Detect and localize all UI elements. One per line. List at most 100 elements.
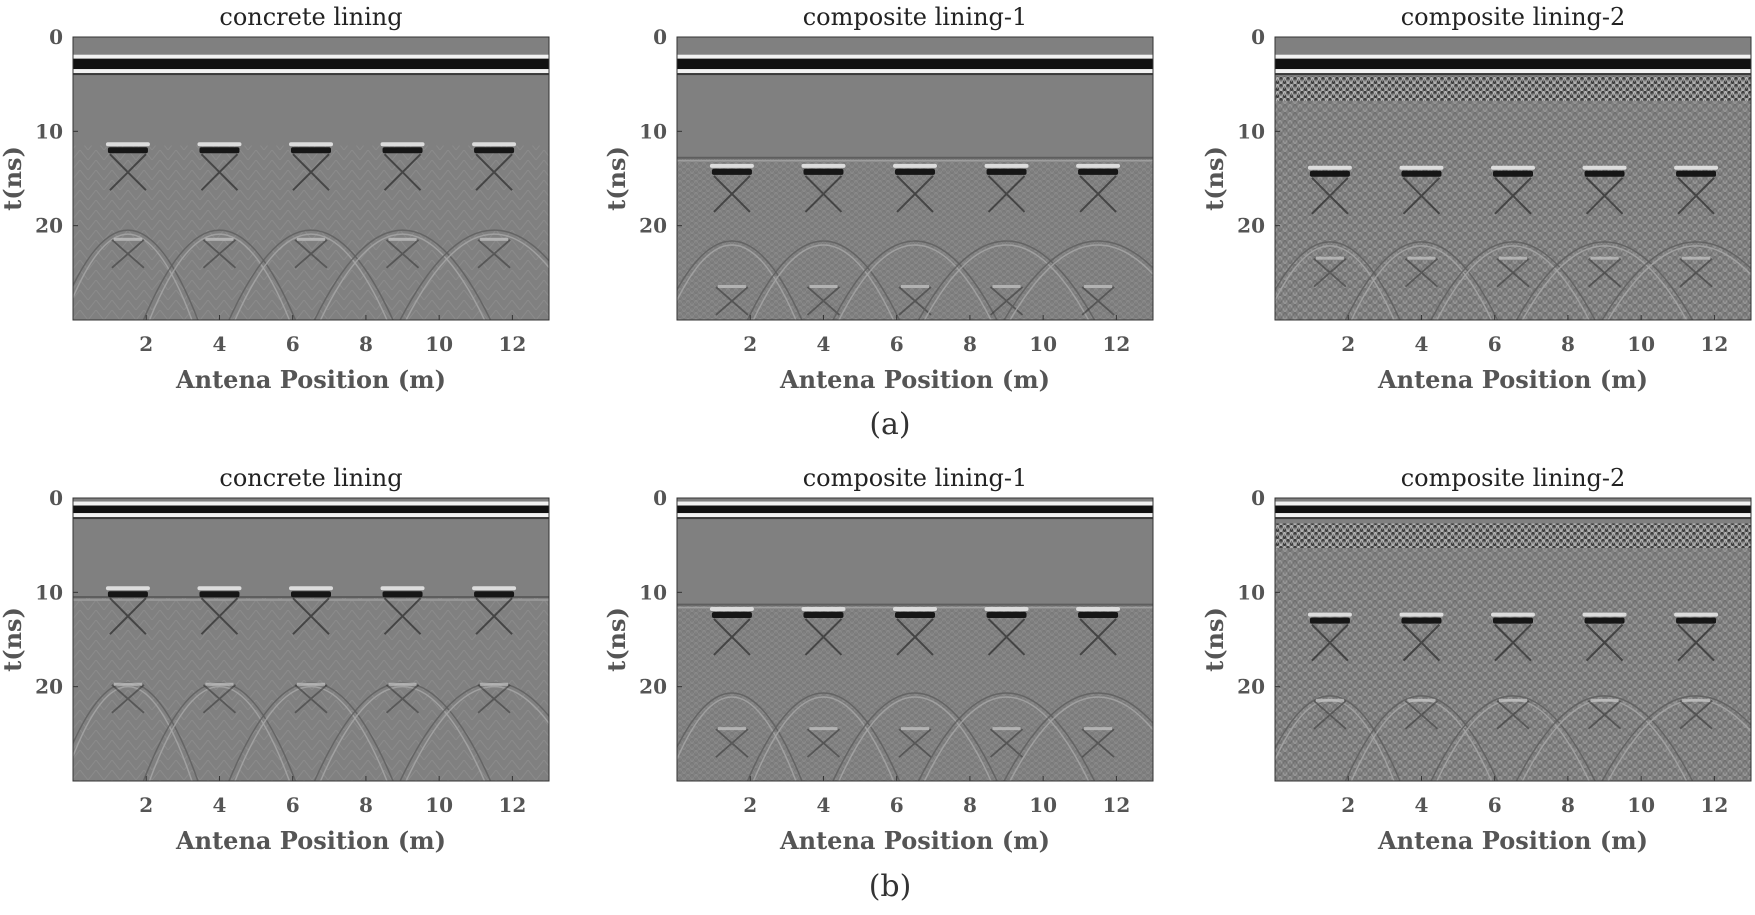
direct-wave-bright — [677, 54, 1153, 59]
target-apex-bright — [1307, 612, 1352, 617]
y-tick-label: 20 — [1237, 214, 1265, 238]
y-axis-label: t(ns) — [602, 607, 631, 672]
plot-frame — [1274, 497, 1752, 782]
diffraction-cross — [109, 153, 147, 191]
x-tick-label: 12 — [1700, 332, 1728, 356]
target-apex — [107, 591, 148, 598]
hyperbola-arm — [746, 240, 901, 320]
x-tick-label: 8 — [359, 332, 373, 356]
direct-wave-dark — [1275, 73, 1751, 76]
x-tick-label: 10 — [1627, 332, 1655, 356]
multiple-reflection-bright — [480, 237, 509, 241]
x-tick-label: 12 — [1700, 793, 1728, 817]
direct-wave-dark — [73, 73, 549, 76]
target-apex-bright — [472, 586, 517, 591]
diffraction-cross — [109, 597, 147, 635]
target-reflection — [832, 163, 998, 320]
target-reflection — [1275, 612, 1401, 781]
diffraction-cross — [292, 597, 330, 635]
plot-frame — [72, 36, 550, 321]
multiple-reflection — [477, 239, 511, 269]
x-tick-label: 4 — [817, 332, 831, 356]
target-reflection — [313, 142, 492, 320]
x-tick-label: 4 — [213, 793, 227, 817]
y-tick-label: 10 — [35, 580, 63, 604]
hyperbola-arm — [142, 229, 297, 320]
hyperbola-arm — [1003, 692, 1153, 781]
multiple-reflection — [477, 684, 511, 714]
multiple-reflection-bright — [1499, 256, 1527, 260]
multiple-reflection — [385, 684, 420, 714]
panel-a-2: composite lining-1 2 4 6 8 10 12 0 10 20 Antena Po… — [602, 3, 1154, 394]
target-apex — [895, 611, 935, 618]
target-apex-bright — [709, 606, 754, 611]
hyperbola-arm — [73, 229, 199, 320]
x-tick-label: 6 — [1488, 793, 1502, 817]
hyperbola-arm — [1003, 240, 1153, 320]
hyperbola-arm — [319, 686, 486, 781]
multiple-reflection-bright — [1084, 727, 1113, 731]
multiple-reflection-bright — [297, 237, 325, 241]
diffraction-cross — [713, 175, 751, 213]
x-tick-label: 4 — [817, 793, 831, 817]
hyperbola-arm — [832, 240, 998, 320]
target-reflection — [73, 586, 199, 781]
panel-a-3: composite lining-2 2 4 6 8 10 12 0 10 20 Antena Po… — [1200, 3, 1752, 394]
diffraction-cross — [987, 618, 1026, 656]
direct-wave-bright — [1275, 69, 1751, 74]
diffraction-cross — [1677, 177, 1715, 215]
y-tick-label: 0 — [653, 25, 667, 49]
target-reflection — [1003, 606, 1153, 781]
panel-title: composite lining-2 — [1401, 3, 1626, 31]
hyperbola-arm — [313, 229, 492, 320]
multiple-reflection — [1587, 700, 1622, 730]
y-tick-label: 10 — [35, 119, 63, 143]
multiple-reflection — [385, 239, 420, 269]
multiple-reflection-bright — [992, 727, 1021, 731]
diffraction-cross — [383, 597, 422, 635]
x-tick-label: 12 — [1102, 332, 1130, 356]
multiple-reflection — [294, 239, 328, 269]
y-axis-label: t(ns) — [1200, 607, 1229, 672]
diffraction-cross — [1402, 623, 1441, 662]
direct-wave-dark — [73, 517, 549, 520]
hyperbola-arm — [752, 244, 895, 320]
hyperbola-arm — [1344, 695, 1499, 781]
target-apex — [711, 611, 752, 618]
target-apex — [474, 147, 515, 154]
hyperbola-arm — [405, 233, 549, 320]
multiple-reflection-bright — [901, 284, 929, 288]
diffraction-cross — [1494, 177, 1532, 215]
hyperbola-arm — [405, 686, 549, 781]
y-axis-label: t(ns) — [602, 146, 631, 211]
diffraction-cross — [896, 175, 934, 213]
hyperbola-arm — [1275, 245, 1395, 320]
multiple-reflection — [1404, 258, 1439, 288]
x-tick-label: 8 — [963, 793, 977, 817]
x-axis-label: Antena Position (m) — [1377, 826, 1648, 855]
layer-interface-band — [1275, 76, 1751, 102]
multiple-reflection — [1313, 258, 1347, 288]
y-axis-label: t(ns) — [1200, 146, 1229, 211]
hyperbola-arm — [1521, 245, 1688, 320]
multiple-reflection — [898, 728, 932, 758]
x-tick-label: 6 — [1488, 332, 1502, 356]
target-apex-bright — [472, 142, 517, 147]
multiple-reflection — [898, 286, 932, 316]
target-reflection — [1003, 163, 1153, 320]
multiple-reflection — [111, 684, 145, 714]
hyperbola-arm — [399, 229, 549, 320]
target-apex-bright — [1674, 165, 1719, 170]
target-apex — [1309, 617, 1350, 624]
multiple-reflection — [1081, 728, 1115, 758]
target-apex — [1676, 170, 1717, 177]
hyperbola-arm — [752, 696, 895, 781]
hyperbola-arm — [228, 229, 394, 320]
hyperbola-arm — [746, 692, 901, 781]
hyperbola-arm — [832, 692, 998, 781]
multiple-reflection-bright — [1682, 256, 1711, 260]
multiple-reflection — [1313, 700, 1347, 730]
diffraction-cross — [475, 153, 513, 191]
multiple-reflection-bright — [717, 727, 746, 731]
